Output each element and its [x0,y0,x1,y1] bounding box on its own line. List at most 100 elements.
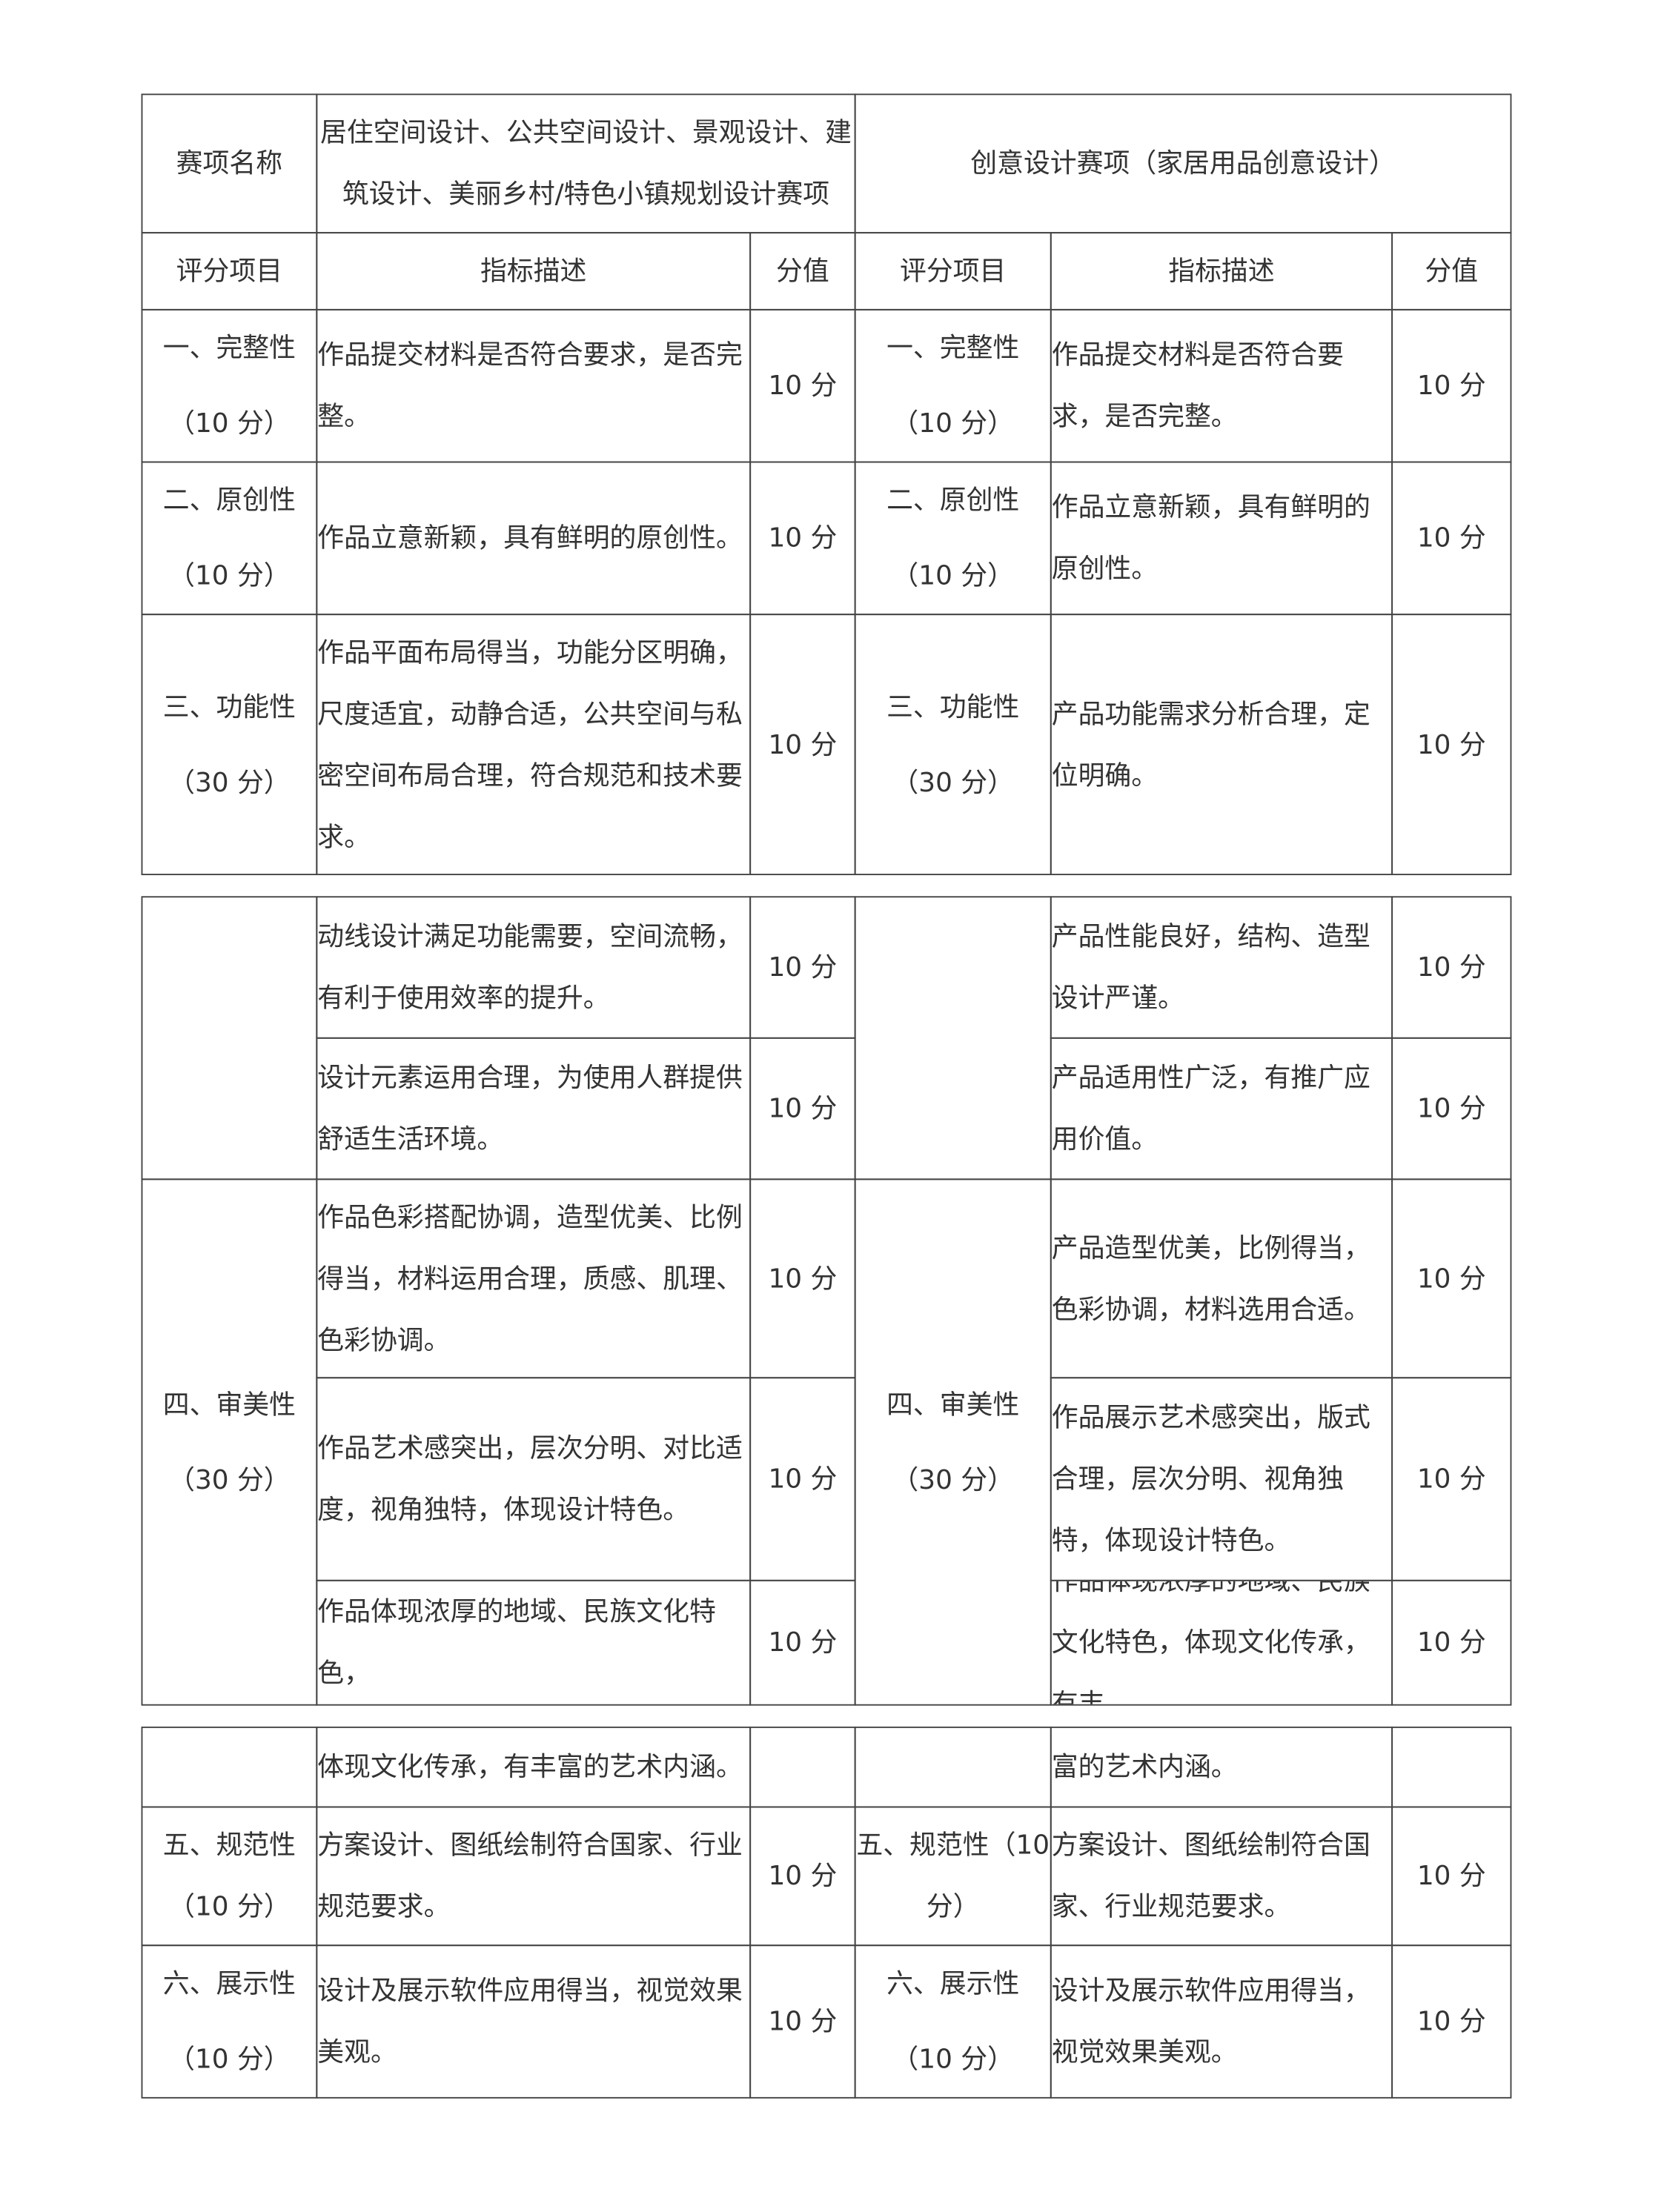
criterion-left-text: 体现文化传承，有丰富的艺术内涵。 [317,1751,743,1783]
column-header-score-text: 分值 [776,256,829,287]
criterion-right-text: 产品造型优美，比例得当，色彩协调，材料选用合适。 [1051,1232,1370,1325]
criterion-left-text: 方案设计、图纸绘制符合国家、行业规范要求。 [317,1830,743,1923]
category-standards: 五、规范性（10 分） [854,1806,1052,1947]
score-right: 10 分 [1391,614,1512,876]
criterion-left: 方案设计、图纸绘制符合国家、行业规范要求。 [316,1806,752,1947]
column-header-desc: 指标描述 [1050,232,1393,310]
category-aesthetics-continued [854,1726,1052,1808]
score-left-text: 10 分 [768,951,838,983]
category-standards-text: 五、规范性（10 分） [856,1830,1050,1923]
column-header-item: 评分项目 [141,232,318,310]
criterion-right-text: 设计及展示软件应用得当，视觉效果美观。 [1051,1975,1370,2068]
criterion-left: 作品体现浓厚的地域、民族文化特色， [316,1579,752,1706]
score-right: 10 分 [1391,1579,1512,1706]
score-left-text: 10 分 [768,1464,838,1495]
criterion-right: 作品体现浓厚的地域、民族文化特色，体现文化传承，有丰 [1050,1579,1393,1706]
criterion-right: 设计及展示软件应用得当，视觉效果美观。 [1050,1944,1393,2099]
score-left-text: 10 分 [768,1263,838,1295]
score-left-text: 10 分 [768,2006,838,2037]
category-aesthetics: 四、审美性 （30 分） [141,1178,318,1706]
score-right: 10 分 [1391,1944,1512,2099]
score-left: 10 分 [749,1377,856,1581]
score-right: 10 分 [1391,1037,1512,1180]
criterion-right: 富的艺术内涵。 [1050,1726,1393,1808]
score-left-text: 10 分 [768,1093,838,1124]
category-aesthetics-text: 四、审美性 [162,1389,296,1420]
score-right-text: 10 分 [1416,1093,1486,1124]
category-completeness-text: 一、完整性 [162,333,296,364]
criterion-left-text: 作品立意新颖，具有鲜明的原创性。 [317,522,743,554]
category-completeness: 一、完整性 （10 分） [854,308,1052,463]
category-standards: 五、规范性（10 分） [141,1806,318,1947]
score-left-text: 10 分 [768,728,838,760]
category-completeness-text: （10 分） [892,408,1014,439]
category-completeness-text: （10 分） [168,408,291,439]
category-presentation-text: （10 分） [892,2044,1014,2075]
score-left: 10 分 [749,614,856,876]
score-right: 10 分 [1391,461,1512,616]
left-event-title: 居住空间设计、公共空间设计、景观设计、建筑设计、美丽乡村/特色小镇规划设计赛项 [316,93,856,234]
category-presentation-text: 六、展示性 [162,1968,296,1999]
score-right: 10 分 [1391,1806,1512,1947]
column-header-item-text: 评分项目 [176,256,283,287]
criterion-right: 产品造型优美，比例得当，色彩协调，材料选用合适。 [1050,1178,1393,1379]
column-header-score: 分值 [749,232,856,310]
criterion-right-text: 产品适用性广泛，有推广应用价值。 [1051,1062,1370,1155]
criterion-left: 作品色彩搭配协调，造型优美、比例得当，材料运用合理，质感、肌理、色彩协调。 [316,1178,752,1379]
criterion-right-text: 作品立意新颖，具有鲜明的原创性。 [1051,492,1370,585]
category-originality: 二、原创性 （10 分） [854,461,1052,616]
category-aesthetics-text: （30 分） [892,1464,1014,1495]
left-event-title-text: 居住空间设计、公共空间设计、景观设计、建筑设计、美丽乡村/特色小镇规划设计赛项 [320,117,852,210]
category-aesthetics-continued [141,1726,318,1808]
column-header-score: 分值 [1391,232,1512,310]
category-functionality: 三、功能性 （30 分） [854,614,1052,876]
criterion-left-text: 作品平面布局得当，功能分区明确，尺度适宜，动静合适，公共空间与私密空间布局合理，… [317,637,743,852]
score-right-text: 10 分 [1416,370,1486,402]
score-left: 10 分 [749,1806,856,1947]
score-left-text: 10 分 [768,1861,838,1892]
criterion-left: 作品立意新颖，具有鲜明的原创性。 [316,461,752,616]
category-aesthetics-text: 四、审美性 [886,1389,1020,1420]
event-name-label-text: 赛项名称 [176,147,283,179]
score-right-text: 10 分 [1416,2006,1486,2037]
column-header-item: 评分项目 [854,232,1052,310]
criterion-left: 作品艺术感突出，层次分明、对比适度，视角独特，体现设计特色。 [316,1377,752,1581]
criterion-right: 作品提交材料是否符合要求，是否完整。 [1050,308,1393,463]
score-left: 10 分 [749,461,856,616]
criterion-left-text: 作品艺术感突出，层次分明、对比适度，视角独特，体现设计特色。 [317,1432,743,1526]
criterion-left-text: 作品体现浓厚的地域、民族文化特色， [317,1596,716,1690]
criterion-right: 方案设计、图纸绘制符合国家、行业规范要求。 [1050,1806,1393,1947]
score-left [749,1726,856,1808]
score-right-text: 10 分 [1416,1464,1486,1495]
category-completeness-text: 一、完整性 [886,333,1020,364]
criterion-right-text: 产品性能良好，结构、造型设计严谨。 [1051,921,1370,1014]
category-originality: 二、原创性 （10 分） [141,461,318,616]
criterion-right-text: 方案设计、图纸绘制符合国家、行业规范要求。 [1051,1830,1370,1923]
score-right: 10 分 [1391,1178,1512,1379]
category-standards-text: 五、规范性（10 分） [162,1830,296,1923]
column-header-desc: 指标描述 [316,232,752,310]
right-event-title: 创意设计赛项（家居用品创意设计） [854,93,1512,234]
criterion-left: 设计元素运用合理，为使用人群提供舒适生活环境。 [316,1037,752,1180]
category-originality-text: 二、原创性 [162,485,296,517]
score-left-text: 10 分 [768,370,838,402]
category-functionality-continued [141,896,318,1180]
criterion-left: 动线设计满足功能需要，空间流畅，有利于使用效率的提升。 [316,896,752,1039]
category-aesthetics: 四、审美性 （30 分） [854,1178,1052,1706]
category-functionality-text: 三、功能性 [886,691,1020,723]
category-functionality-continued [854,896,1052,1180]
column-header-desc-text: 指标描述 [480,256,587,287]
column-header-item-text: 评分项目 [899,256,1007,287]
column-header-score-text: 分值 [1425,256,1479,287]
category-completeness: 一、完整性 （10 分） [141,308,318,463]
category-originality-text: （10 分） [168,560,291,592]
score-right: 10 分 [1391,308,1512,463]
score-right: 10 分 [1391,1377,1512,1581]
score-right-text: 10 分 [1416,1861,1486,1892]
score-right [1391,1726,1512,1808]
event-name-label: 赛项名称 [141,93,318,234]
category-presentation: 六、展示性 （10 分） [854,1944,1052,2099]
criterion-right: 作品展示艺术感突出，版式合理，层次分明、视角独特，体现设计特色。 [1050,1377,1393,1581]
score-left-text: 10 分 [768,522,838,554]
score-left: 10 分 [749,1579,856,1706]
